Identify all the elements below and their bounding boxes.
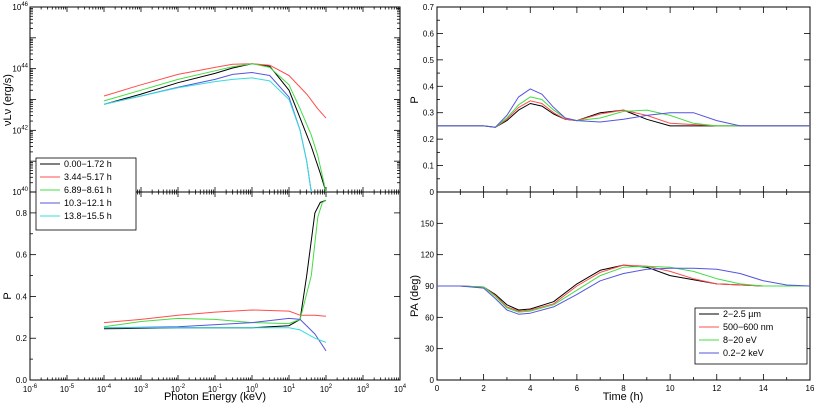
y-tick-label: 0.3 — [423, 109, 435, 118]
legend-energy-bins: 0.00−1.72 h 3.44−5.17 h 6.89−8.61 h 10.3−12… — [35, 157, 137, 231]
bottom-right-series-3 — [437, 267, 811, 315]
x-tick-label: 10-6 — [23, 384, 38, 394]
bottom-right-series-1 — [437, 264, 810, 312]
left-legend-label: 0.00−1.72 h — [64, 159, 112, 169]
x-tick-label: 14 — [759, 384, 768, 393]
x-tick-label: 104 — [394, 384, 407, 394]
x-tick-label: 6 — [575, 384, 580, 393]
bottom-left-series-1 — [103, 309, 327, 324]
axis-ticks — [29, 6, 811, 381]
y-tick-label: 90 — [425, 282, 434, 291]
x-tick-label: 16 — [806, 384, 815, 393]
left-legend-label: 13.8−15.5 h — [64, 211, 112, 221]
left-legend-label: 3.44−5.17 h — [64, 172, 112, 182]
right-legend-label: 0.2−2 keV — [723, 348, 764, 358]
bottom-left-x-axis-label: Photon Energy (keV) — [164, 391, 266, 403]
x-tick-label: 2 — [481, 384, 486, 393]
y-tick-label: 1042 — [12, 125, 28, 135]
top-left-series-2 — [103, 63, 327, 193]
y-tick-label: 0.1 — [423, 162, 435, 171]
y-tick-label: 0.6 — [423, 29, 435, 38]
x-tick-label: 10-4 — [97, 384, 112, 394]
x-tick-label: 8 — [621, 384, 626, 393]
y-tick-label: 0.8 — [16, 209, 28, 218]
bottom-right-series-0 — [437, 264, 810, 311]
y-tick-label: 60 — [425, 313, 434, 322]
series-lines — [103, 63, 811, 352]
bottom-left-series-0 — [103, 199, 327, 330]
top-right-plot-frame — [436, 6, 811, 193]
y-tick-label: 1040 — [12, 187, 28, 197]
y-tick-label: 0.5 — [423, 56, 435, 65]
top-right-series-3 — [437, 88, 810, 128]
y-tick-label: 0 — [430, 376, 435, 385]
right-legend-label: 8−20 eV — [723, 335, 757, 345]
top-right-y-axis-label: P — [409, 96, 421, 103]
x-tick-label: 10-3 — [134, 384, 149, 394]
right-legend-box — [694, 307, 808, 365]
left-legend-box — [35, 157, 137, 231]
x-tick-label: 103 — [357, 384, 370, 394]
x-tick-label: 10-2 — [171, 384, 186, 394]
bottom-right-x-axis-label: Time (h) — [603, 391, 644, 403]
bottom-left-series-3 — [103, 317, 327, 352]
left-legend-label: 6.89−8.61 h — [64, 185, 112, 195]
x-tick-label: 10-1 — [208, 384, 223, 394]
x-tick-label: 10 — [666, 384, 675, 393]
left-legend-label: 10.3−12.1 h — [64, 198, 112, 208]
y-tick-label: 0 — [430, 188, 435, 197]
right-legend-label: 500−600 nm — [723, 322, 773, 332]
bottom-right-y-axis-label: PA (deg) — [409, 275, 421, 317]
x-tick-label: 102 — [320, 384, 333, 394]
x-tick-label: 101 — [283, 384, 296, 394]
top-right-series-1 — [437, 100, 810, 128]
y-tick-label: 0.6 — [16, 251, 28, 260]
top-left-series-0 — [103, 63, 327, 193]
x-tick-label: 10-5 — [60, 384, 75, 394]
top-right-series-2 — [437, 96, 810, 128]
y-tick-label: 1046 — [12, 2, 28, 12]
y-tick-label: 0.4 — [16, 292, 28, 301]
top-left-y-axis-label: νLν (erg/s) — [2, 74, 14, 126]
x-tick-label: 12 — [712, 384, 721, 393]
y-tick-label: 150 — [421, 219, 435, 228]
right-legend-label: 2−2.5 µm — [723, 309, 761, 319]
x-tick-label: 4 — [528, 384, 533, 393]
y-tick-label: 0.0 — [16, 376, 28, 385]
y-tick-label: 0.7 — [423, 3, 435, 12]
top-left-series-4 — [103, 77, 312, 193]
y-tick-label: 120 — [421, 251, 435, 260]
x-tick-label: 100 — [246, 384, 259, 394]
bottom-right-series-2 — [437, 265, 810, 313]
bottom-left-y-axis-label: P — [2, 292, 14, 299]
y-tick-label: 0.2 — [16, 334, 28, 343]
y-tick-label: 0.4 — [423, 82, 435, 91]
bottom-left-series-2 — [103, 199, 327, 328]
y-tick-label: 30 — [425, 345, 434, 354]
top-right-series-0 — [437, 103, 810, 128]
y-tick-label: 0.2 — [423, 135, 435, 144]
bottom-left-series-4 — [104, 327, 327, 343]
y-tick-label: 1044 — [12, 64, 28, 74]
legend-bands: 2−2.5 µm 500−600 nm 8−20 eV 0.2−2 keV — [694, 307, 808, 365]
x-tick-label: 0 — [435, 384, 440, 393]
